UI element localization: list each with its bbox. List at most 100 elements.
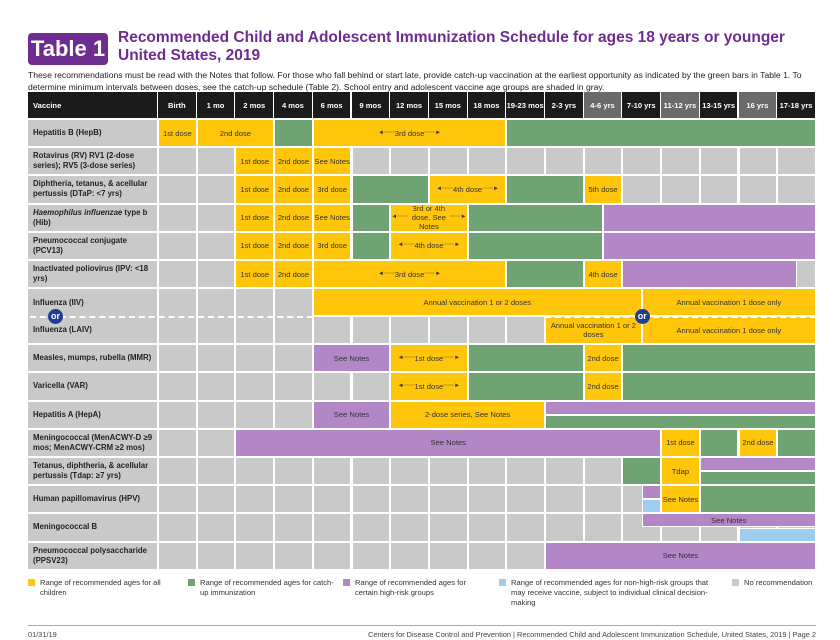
green-range-bar xyxy=(545,414,816,429)
no-recommendation-cell xyxy=(196,428,236,457)
no-recommendation-cell xyxy=(158,344,197,373)
vaccine-name-text: Human papillomavirus (HPV) xyxy=(33,494,141,504)
vaccine-name: Hepatitis B (HepB) xyxy=(28,120,157,147)
yellow-range-bar: 1st dose xyxy=(235,260,275,289)
no-recommendation-cell xyxy=(738,147,778,176)
range-label: See Notes xyxy=(314,213,350,223)
no-recommendation-cell xyxy=(351,541,391,570)
title-line-2: United States, 2019 xyxy=(118,47,261,64)
yellow-range-bar: 2nd dose xyxy=(274,175,313,204)
legend-label: Range of recommended ages for certain hi… xyxy=(355,578,467,597)
legend-item: Range of recommended ages for certain hi… xyxy=(343,578,483,598)
green-range-bar xyxy=(699,428,739,457)
no-recommendation-cell xyxy=(428,316,468,345)
no-recommendation-cell xyxy=(390,485,429,514)
no-recommendation-cell xyxy=(196,513,236,542)
yellow-range-bar: 1st dose xyxy=(235,147,275,176)
range-label: 1st dose xyxy=(666,438,695,448)
yellow-range-bar: Annual vaccination 1 dose only xyxy=(641,316,816,345)
range-label: 3rd dose xyxy=(394,128,425,138)
green-range-bar xyxy=(351,231,391,260)
no-recommendation-cell xyxy=(699,147,739,176)
vaccine-name-text: Meningococcal B xyxy=(33,522,98,532)
no-recommendation-cell xyxy=(467,541,507,570)
yellow-range-bar: See Notes xyxy=(661,485,700,514)
no-recommendation-cell xyxy=(622,175,662,204)
green-range-bar xyxy=(506,119,816,148)
no-recommendation-cell xyxy=(545,457,584,486)
yellow-range-bar: 5th dose xyxy=(583,175,623,204)
range-label: 1st dose xyxy=(414,353,444,363)
no-recommendation-cell xyxy=(583,147,623,176)
no-recommendation-cell xyxy=(777,147,816,176)
no-recommendation-cell xyxy=(428,513,468,542)
yellow-range-bar: 3rd dose xyxy=(312,231,352,260)
legend-label: Range of recommended ages for non-high-r… xyxy=(511,578,709,607)
range-label: 3rd dose xyxy=(317,241,347,251)
yellow-range-bar: 2nd dose xyxy=(274,147,313,176)
vaccine-name-text: Hepatitis B (HepB) xyxy=(33,128,102,138)
yellow-range-bar: 1st dose xyxy=(661,428,700,457)
yellow-range-bar: 3rd dose xyxy=(312,119,507,148)
vaccine-name: Rotavirus (RV) RV1 (2-dose series); RV5 … xyxy=(28,148,157,175)
vaccine-column-header: Vaccine xyxy=(28,92,158,118)
vaccine-name: Varicella (VAR) xyxy=(28,373,157,400)
range-label: 3rd dose xyxy=(317,184,347,194)
yellow-range-bar: Annual vaccination 1 or 2 doses xyxy=(312,288,642,317)
range-label: 2nd dose xyxy=(277,241,310,251)
no-recommendation-cell xyxy=(467,485,507,514)
range-label: 2nd dose xyxy=(277,269,310,279)
footer-source: Centers for Disease Control and Preventi… xyxy=(368,630,816,639)
vaccine-name: Meningococcal B xyxy=(28,514,157,541)
no-recommendation-cell xyxy=(274,485,313,514)
legend-label: No recommendation xyxy=(744,578,813,587)
age-header: 4 mos xyxy=(274,92,313,118)
legend-item: No recommendation xyxy=(732,578,832,588)
no-recommendation-cell xyxy=(235,457,275,486)
range-label: 1st dose xyxy=(240,156,270,166)
no-recommendation-cell xyxy=(467,316,507,345)
no-recommendation-cell xyxy=(312,513,352,542)
or-badge: or xyxy=(634,309,650,325)
no-recommendation-cell xyxy=(158,400,197,429)
vaccine-name: Inactivated poliovirus (IPV: <18 yrs) xyxy=(28,261,157,288)
age-header: 2 mos xyxy=(235,92,275,118)
yellow-range-bar: 1st dose xyxy=(390,344,468,373)
no-recommendation-cell xyxy=(428,485,468,514)
range-label: 2nd dose xyxy=(277,213,310,223)
no-recommendation-cell xyxy=(661,175,700,204)
no-recommendation-cell xyxy=(274,400,313,429)
yellow-range-bar: 1st dose xyxy=(235,231,275,260)
vaccine-name: Tetanus, diphtheria, & acellular pertuss… xyxy=(28,458,157,485)
range-label: 4th dose xyxy=(414,241,444,251)
range-label: 1st dose xyxy=(414,381,444,391)
no-recommendation-cell xyxy=(506,457,545,486)
purple-range-bar xyxy=(545,400,816,415)
yellow-range-bar: 2nd dose xyxy=(274,260,313,289)
or-badge: or xyxy=(48,309,63,325)
purple-range-bar xyxy=(641,485,662,500)
no-recommendation-cell xyxy=(196,203,236,232)
legend-swatch xyxy=(499,579,506,586)
blue-range-bar xyxy=(738,527,816,542)
vaccine-name: Measles, mumps, rubella (MMR) xyxy=(28,345,157,372)
green-range-bar xyxy=(622,372,816,401)
purple-range-bar: See Notes xyxy=(312,344,391,373)
no-recommendation-cell xyxy=(351,485,391,514)
no-recommendation-cell xyxy=(506,541,545,570)
yellow-range-bar: 2-dose series, See Notes xyxy=(390,400,545,429)
no-recommendation-cell xyxy=(351,372,391,401)
legend-swatch xyxy=(732,579,739,586)
no-recommendation-cell xyxy=(158,260,197,289)
range-label: 4th dose xyxy=(453,184,483,194)
age-header: 15 mos xyxy=(428,92,468,118)
range-label: See Notes xyxy=(314,156,350,166)
yellow-range-bar: 2nd dose xyxy=(274,203,313,232)
age-header: 7-10 yrs xyxy=(622,92,662,118)
no-recommendation-cell xyxy=(235,400,275,429)
no-recommendation-cell xyxy=(351,457,391,486)
vaccine-name-text: Inactivated poliovirus (IPV: <18 yrs) xyxy=(33,264,149,284)
green-range-bar xyxy=(467,344,584,373)
range-label: See Notes xyxy=(662,494,699,504)
range-label: 2nd dose xyxy=(587,381,619,391)
